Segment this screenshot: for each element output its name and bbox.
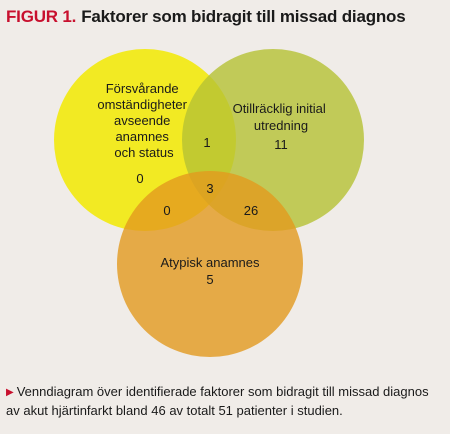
set-a-label-line-3: avseende bbox=[114, 113, 170, 128]
set-b-label: Otillräcklig initial utredning bbox=[233, 101, 330, 133]
figure-header: FIGUR 1. Faktorer som bidragit till missa… bbox=[6, 6, 406, 28]
set-b-label-line-2: utredning bbox=[254, 118, 308, 133]
figure-title: Faktorer som bidragit till missad diagno… bbox=[81, 7, 406, 26]
overlap-b-c-count: 26 bbox=[244, 203, 258, 218]
set-a-label-line-4: anamnes bbox=[115, 129, 169, 144]
set-a-label-line-5: och status bbox=[114, 145, 174, 160]
set-a-label: Försvårande omständigheter avseende anam… bbox=[97, 81, 190, 160]
set-b-label-line-1: Otillräcklig initial bbox=[233, 101, 326, 116]
caption-text: Venndiagram över identifierade faktorer … bbox=[6, 384, 429, 418]
caption-arrow-icon: ▶ bbox=[6, 387, 14, 398]
set-b-only-count: 11 bbox=[274, 137, 288, 152]
set-c-label-line-1: Atypisk anamnes bbox=[161, 255, 260, 270]
set-a-label-line-2: omständigheter bbox=[97, 97, 187, 112]
overlap-a-b-count: 1 bbox=[203, 135, 210, 150]
overlap-a-c-count: 0 bbox=[163, 203, 170, 218]
set-c-only-count: 5 bbox=[206, 272, 213, 287]
set-a-label-line-1: Försvårande bbox=[106, 81, 179, 96]
figure-caption: ▶ Venndiagram över identifierade faktorer… bbox=[6, 383, 444, 420]
set-c-label: Atypisk anamnes bbox=[161, 255, 260, 270]
overlap-all-count: 3 bbox=[206, 181, 213, 196]
venn-circle-atypisk bbox=[117, 171, 303, 357]
figure-label: FIGUR 1. bbox=[6, 7, 77, 26]
set-a-only-count: 0 bbox=[136, 171, 143, 186]
